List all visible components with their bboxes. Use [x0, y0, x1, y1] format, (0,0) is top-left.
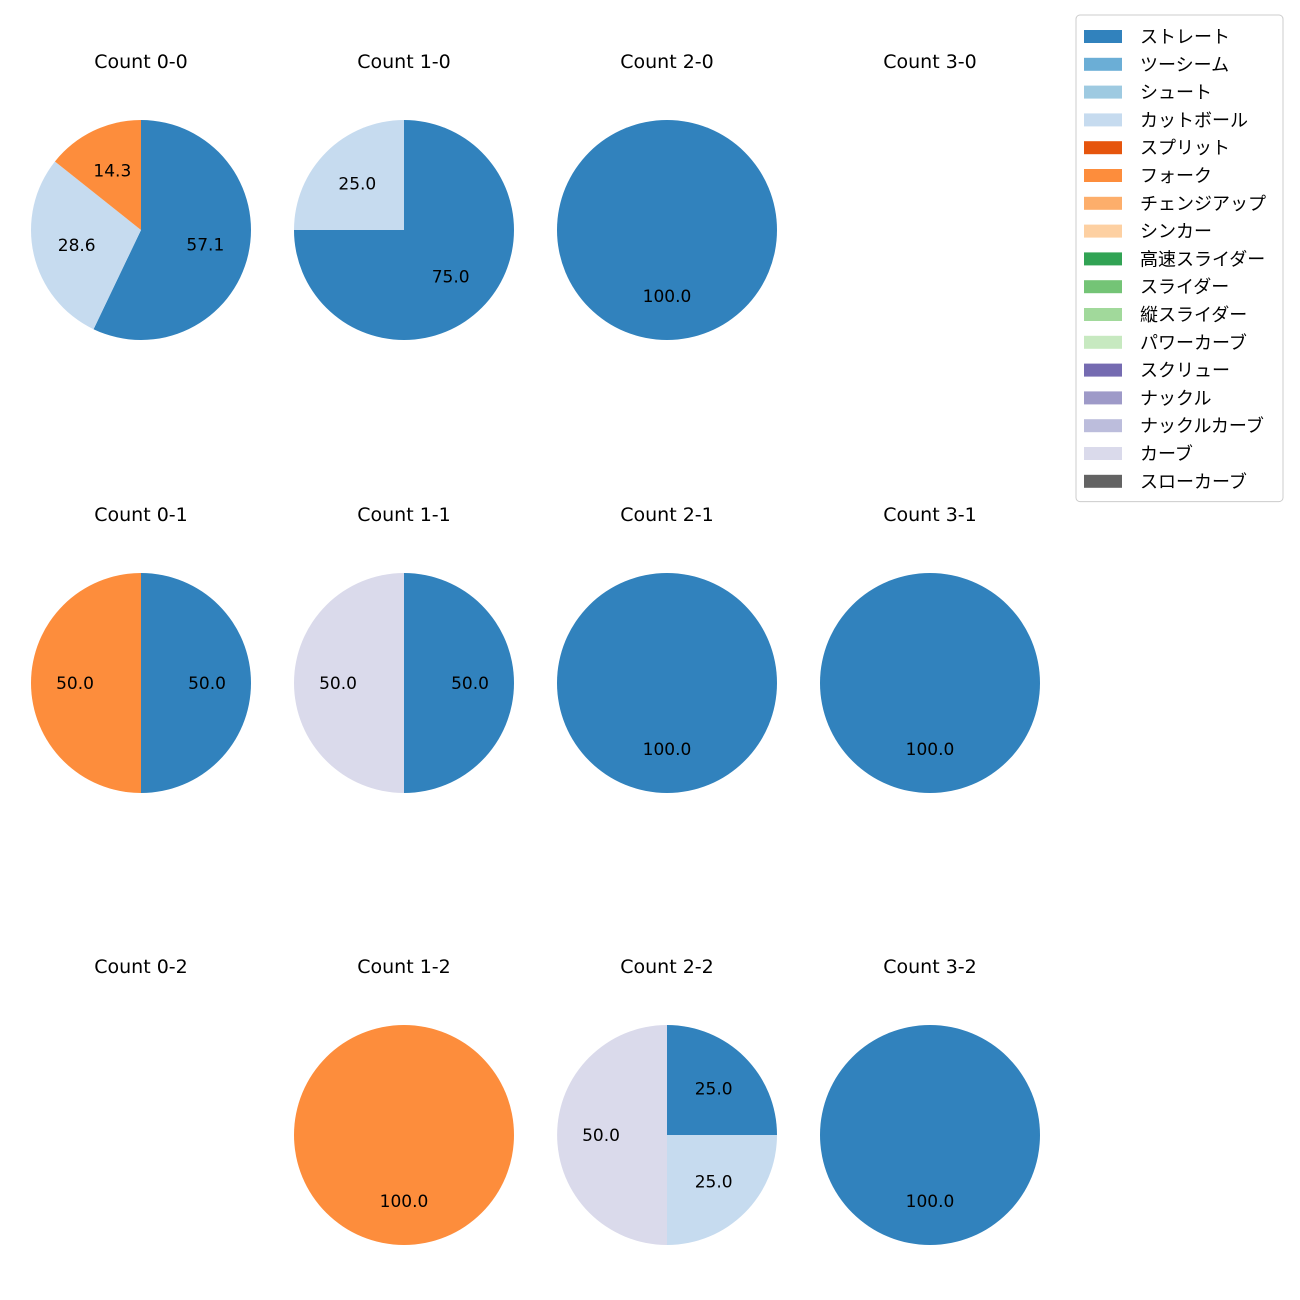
pie-slice: [557, 1025, 667, 1245]
pie-slice: [93, 120, 252, 340]
legend-swatch: [1084, 391, 1122, 405]
pie-count-1-0: Count 1-0 75.0 25.0: [294, 51, 514, 340]
pie-count-1-2: Count 1-2 100.0: [294, 956, 514, 1245]
pie-title: Count 3-2: [883, 956, 977, 978]
pie-slice: [30, 161, 141, 330]
pie-count-2-1: Count 2-1 100.0: [557, 504, 777, 793]
pie-title: Count 1-0: [357, 51, 451, 73]
pie-count-1-1: Count 1-1 50.0 50.0: [294, 504, 514, 793]
legend-swatch: [1084, 335, 1122, 349]
legend-label: フォーク: [1140, 166, 1212, 187]
legend-swatch: [1084, 474, 1122, 488]
legend-swatch: [1084, 113, 1122, 127]
pie-slice: [667, 1025, 777, 1135]
pie-slice-label: 100.0: [906, 1192, 955, 1212]
legend-swatch: [1084, 308, 1122, 321]
pie-slice: [667, 1135, 777, 1245]
pie-slice-label: 57.1: [186, 236, 224, 256]
legend-label: スライダー: [1140, 277, 1229, 298]
pie-slice: [294, 120, 404, 230]
legend-swatch: [1084, 141, 1122, 155]
pie-title: Count 3-1: [883, 504, 977, 526]
legend-label: ストレート: [1140, 27, 1230, 48]
pie-count-2-2: Count 2-2 25.0 25.0 50.0: [557, 956, 777, 1245]
pie-count-3-1: Count 3-1 100.0: [820, 504, 1040, 793]
legend-swatch: [1084, 224, 1122, 238]
legend-swatch: [1084, 85, 1122, 99]
pie-title: Count 1-2: [357, 956, 451, 978]
pie-count-0-0: Count 0-0 57.1 28.6 14.3: [30, 51, 252, 340]
legend-label: チェンジアップ: [1140, 194, 1266, 215]
legend-label: スプリット: [1140, 138, 1230, 159]
legend-swatch: [1084, 57, 1122, 71]
pie-slice: [294, 573, 404, 793]
legend-label: シュート: [1140, 83, 1212, 104]
pie-slice-label: 75.0: [432, 268, 470, 288]
pie-count-3-2: Count 3-2 100.0: [820, 956, 1040, 1245]
pie-slice-label: 25.0: [695, 1079, 733, 1099]
pie-slice-label: 28.6: [58, 236, 96, 256]
pie-slice-label: 50.0: [56, 674, 94, 694]
legend-label: カットボール: [1140, 110, 1248, 131]
legend-swatch: [1084, 169, 1122, 182]
pie-slice: [820, 1025, 1040, 1245]
pie-slice-label: 50.0: [188, 674, 226, 694]
legend-label: 高速スライダー: [1140, 249, 1265, 270]
pie-title: Count 0-0: [94, 51, 188, 73]
pie-slice: [404, 573, 514, 793]
legend-swatch: [1084, 447, 1122, 460]
pie-title: Count 1-1: [357, 504, 451, 526]
pie-slice: [557, 120, 777, 340]
pie-title: Count 3-0: [883, 51, 977, 73]
pie-slice: [294, 1025, 514, 1245]
pie-slice-label: 50.0: [451, 674, 489, 694]
pie-count-0-1: Count 0-1 50.0 50.0: [31, 504, 251, 793]
pie-title: Count 2-1: [620, 504, 714, 526]
pie-title: Count 0-1: [94, 504, 188, 526]
legend-label: ナックル: [1140, 388, 1211, 409]
pie-title: Count 2-0: [620, 51, 714, 73]
pie-slice-label: 25.0: [695, 1173, 733, 1193]
pie-title: Count 0-2: [94, 956, 188, 978]
legend-label: スローカーブ: [1140, 471, 1247, 493]
legend-label: スクリュー: [1140, 361, 1230, 382]
pie-slice: [557, 573, 777, 793]
legend-swatch: [1084, 196, 1122, 210]
legend-swatch: [1084, 30, 1122, 43]
legend-swatch: [1084, 419, 1122, 433]
pie-slice-label: 50.0: [319, 674, 357, 694]
pie-count-0-2: Count 0-2: [94, 956, 188, 978]
legend-label: ツーシーム: [1140, 55, 1229, 76]
pie-count-3-0: Count 3-0: [883, 51, 977, 73]
legend-frame: [1075, 14, 1284, 503]
pie-slice-label: 100.0: [380, 1192, 429, 1212]
legend-swatch: [1084, 280, 1122, 294]
legend-swatch: [1084, 363, 1122, 377]
legend-label: ナックルカーブ: [1140, 415, 1264, 437]
pie-slice-label: 25.0: [338, 174, 376, 194]
pie-slice: [141, 573, 251, 793]
legend-label: カーブ: [1140, 443, 1193, 465]
pie-slice-label: 100.0: [643, 287, 692, 307]
pie-slice-label: 50.0: [582, 1126, 620, 1146]
pie-slice: [54, 119, 141, 230]
pie-count-2-0: Count 2-0 100.0: [557, 51, 777, 340]
pie-slice-label: 100.0: [906, 740, 955, 760]
pie-slice-label: 14.3: [93, 162, 131, 182]
pie-slice-label: 100.0: [643, 740, 692, 760]
pie-slice: [31, 573, 141, 793]
legend-swatch: [1084, 252, 1122, 266]
legend-label: 縦スライダー: [1140, 305, 1247, 326]
legend-label: シンカー: [1140, 222, 1212, 243]
legend-label: パワーカーブ: [1140, 332, 1247, 354]
legend: ストレートツーシームシュートカットボールスプリットフォークチェンジアップシンカー…: [1075, 14, 1284, 503]
pie-title: Count 2-2: [620, 956, 714, 978]
pie-slice: [820, 573, 1040, 793]
